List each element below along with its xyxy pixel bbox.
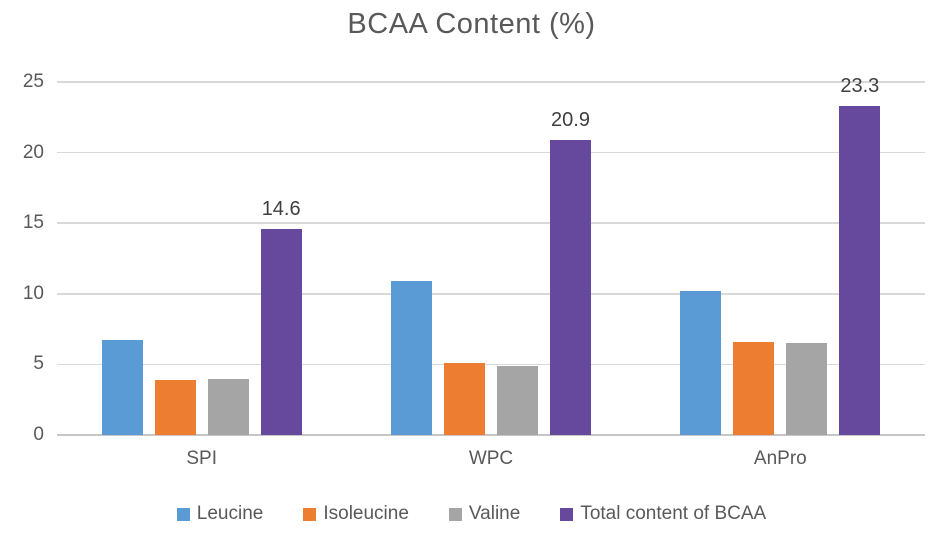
legend-item-total-content-of-bcaa: Total content of BCAA: [560, 503, 766, 525]
legend-swatch-icon: [448, 507, 462, 521]
bar-group-AnPro: 23.3: [636, 75, 925, 435]
y-axis-tick-label: 15: [22, 212, 44, 234]
bar-leucine-SPI: [101, 340, 143, 435]
bar-valine-SPI: [207, 378, 249, 435]
gridline-15: [57, 222, 925, 224]
bar-group-SPI: 14.6: [57, 82, 346, 435]
y-axis-tick-label: 5: [33, 353, 44, 375]
bar-isoleucine-AnPro: [733, 341, 775, 435]
bar-total-content-of-bcaa-SPI: 14.6: [260, 198, 302, 435]
bar-leucine-AnPro: [680, 290, 722, 435]
y-axis-tick-label: 20: [22, 141, 44, 163]
gridline-0: [57, 434, 925, 436]
legend-swatch-icon: [303, 507, 317, 521]
legend-label: Valine: [468, 503, 521, 524]
legend-swatch-icon: [176, 507, 190, 521]
bar-leucine-WPC: [390, 281, 432, 435]
plot-area: 14.6 20.9 23.3: [57, 75, 925, 436]
bar-group-WPC: 20.9: [346, 82, 635, 435]
bar-valine-AnPro: [786, 343, 828, 435]
bar-total-content-of-bcaa-WPC: 20.9: [549, 109, 591, 435]
chart-title: BCAA Content (%): [347, 8, 596, 40]
data-label-SPI: 14.6: [261, 197, 301, 220]
x-axis-category-label: SPI: [186, 448, 217, 469]
data-label-WPC: 20.9: [551, 108, 590, 131]
y-axis-tick-label: 10: [22, 282, 44, 304]
legend-label: Isoleucine: [323, 503, 409, 524]
legend-label: Leucine: [196, 503, 264, 524]
x-axis-category-label: WPC: [468, 448, 514, 469]
gridline-20: [57, 151, 925, 154]
legend-swatch-icon: [560, 507, 574, 521]
y-axis-tick-label: 0: [33, 424, 44, 445]
bar-valine-WPC: [496, 365, 538, 435]
legend: Leucine Isoleucine Valine Total content of …: [0, 503, 943, 525]
y-axis-tick-label: 25: [22, 71, 44, 92]
bar-isoleucine-SPI: [154, 379, 196, 435]
legend-label: Total content of BCAA: [580, 503, 767, 524]
legend-item-leucine: Leucine: [176, 503, 264, 525]
gridline-10: [57, 293, 925, 295]
bar-total-content-of-bcaa-AnPro: 23.3: [839, 75, 881, 435]
gridline-25: [57, 81, 925, 83]
bar-isoleucine-WPC: [443, 363, 485, 435]
legend-item-isoleucine: Isoleucine: [303, 503, 409, 525]
x-axis-category-label: AnPro: [753, 448, 807, 469]
gridline-5: [57, 363, 925, 366]
data-label-AnPro: 23.3: [840, 75, 880, 98]
legend-item-valine: Valine: [448, 503, 521, 525]
